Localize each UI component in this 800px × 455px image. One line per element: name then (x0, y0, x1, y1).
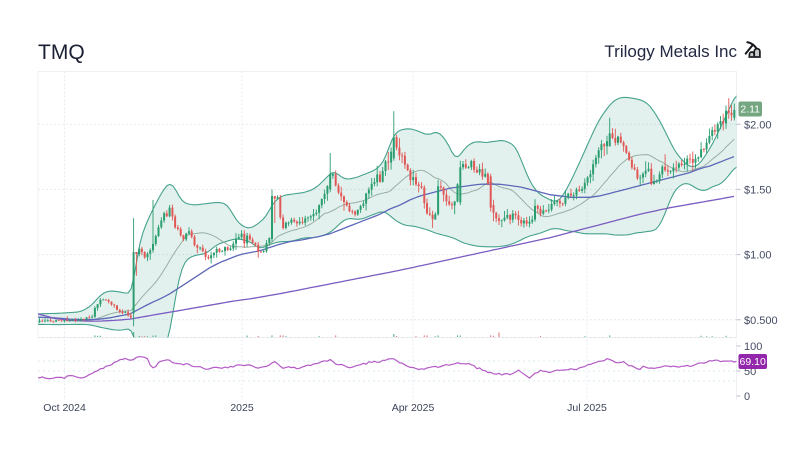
svg-text:69.10: 69.10 (740, 356, 766, 368)
svg-text:100: 100 (744, 341, 762, 353)
svg-text:2.11: 2.11 (740, 104, 760, 116)
svg-text:Trilogy Metals Inc: Trilogy Metals Inc (604, 42, 737, 61)
svg-text:Oct 2024: Oct 2024 (43, 402, 86, 414)
svg-text:$1.50: $1.50 (744, 184, 772, 196)
svg-text:Jul 2025: Jul 2025 (567, 402, 607, 414)
svg-text:$1.00: $1.00 (744, 250, 772, 262)
svg-text:0: 0 (744, 391, 750, 403)
svg-text:Apr 2025: Apr 2025 (392, 402, 435, 414)
svg-text:$2.00: $2.00 (744, 119, 772, 131)
svg-text:TMQ: TMQ (38, 41, 85, 64)
svg-text:2025: 2025 (230, 402, 254, 414)
svg-text:$0.500: $0.500 (744, 315, 778, 327)
